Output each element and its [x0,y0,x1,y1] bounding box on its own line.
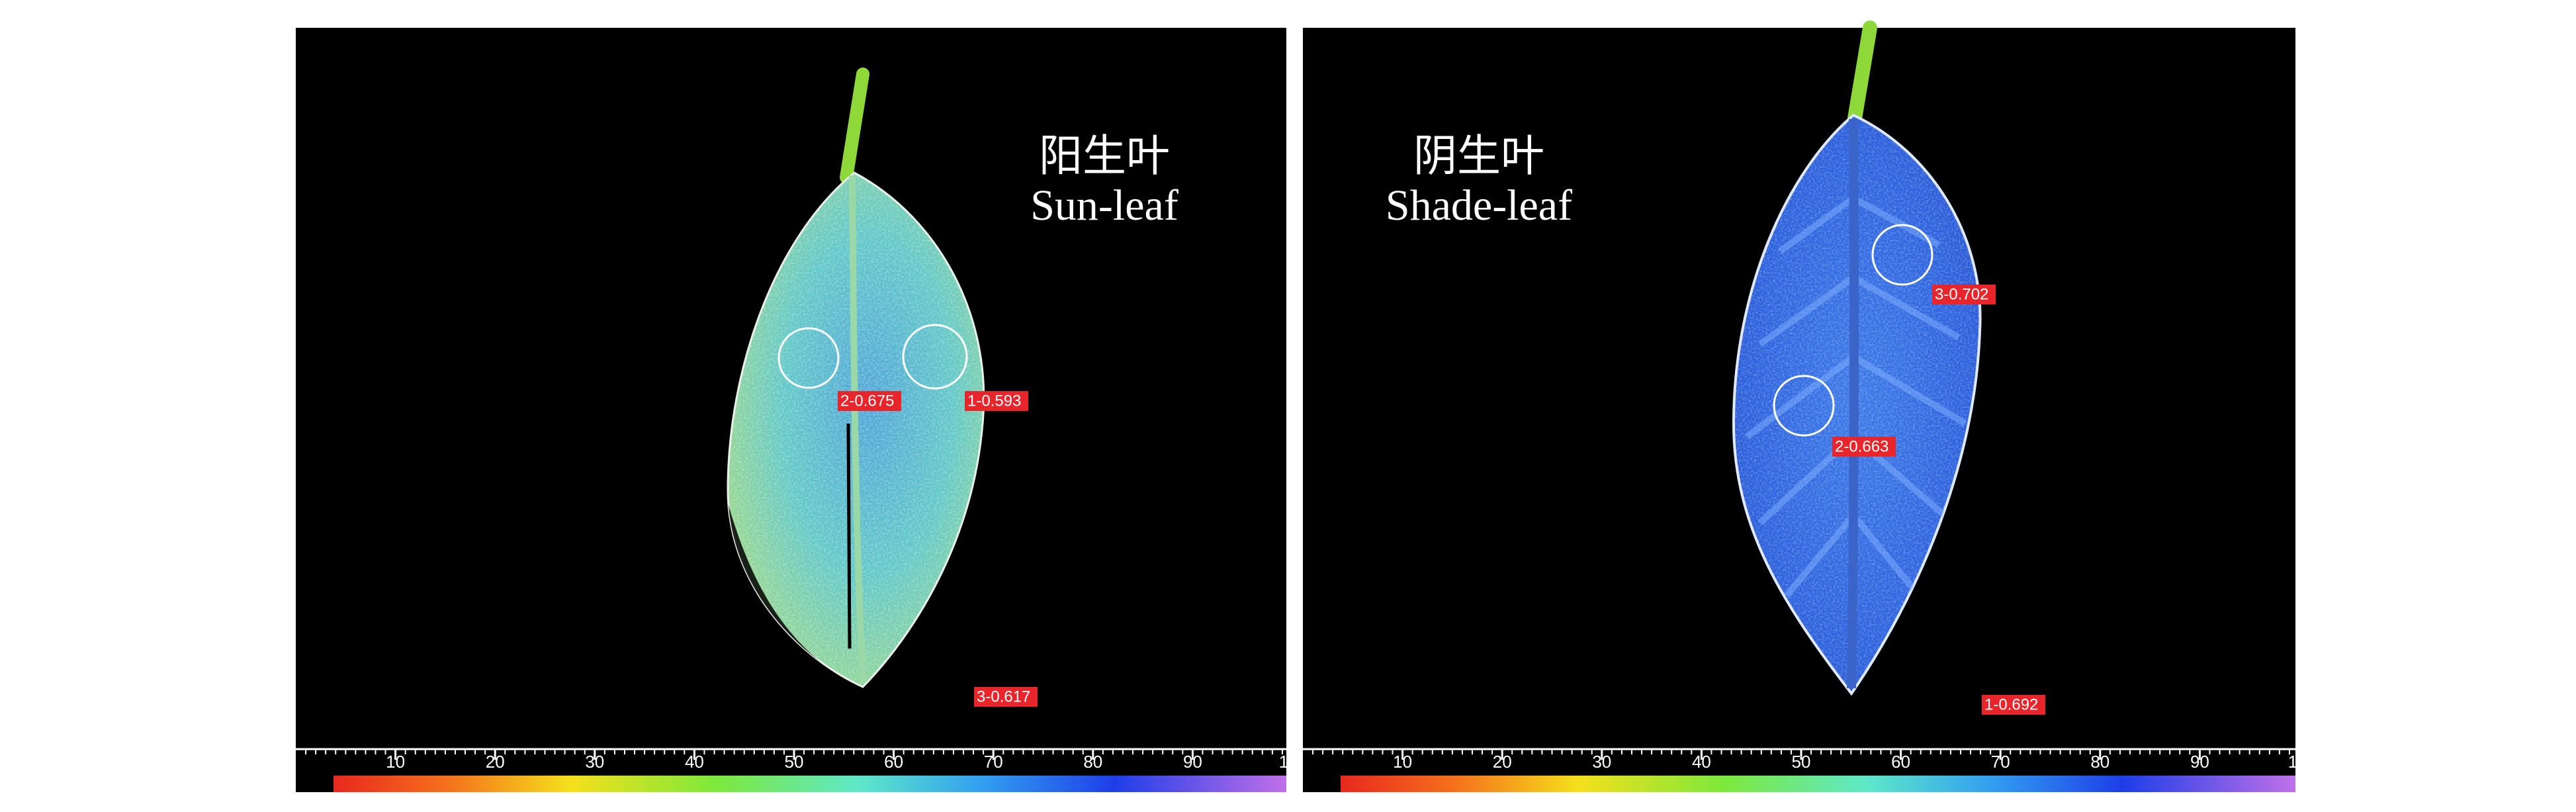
leaf-stem [1847,21,1877,126]
roi-tag: 1-0.593 [967,392,1021,410]
colorbar [333,776,1286,792]
ruler-tick-label: 10 [1393,752,1412,772]
roi-tag: 2-0.675 [840,392,894,410]
ruler-tick-label: 60 [884,752,903,772]
ruler-tick-label: 70 [1991,752,2010,772]
title-cn: 阳生叶 [1039,132,1170,181]
roi-tag-box [1982,695,2045,715]
roi-tag: 3-0.617 [977,688,1030,705]
ruler-tick-label: 90 [1183,752,1202,772]
colorbar-black [296,776,333,792]
ruler-tick-label: 80 [1083,752,1102,772]
ruler-tick-label: 30 [585,752,604,772]
colorbar [1341,776,2295,792]
roi-tag: 2-0.663 [1835,437,1888,455]
roi-circle [1871,224,1933,286]
roi-tag: 1-0.692 [1984,696,2038,713]
title-en: Shade-leaf [1386,181,1572,230]
title-cn: 阴生叶 [1413,132,1544,181]
roi-circle [777,327,840,389]
ruler-tick-label: 60 [1891,752,1910,772]
ruler-tick-label: 20 [486,752,505,772]
roi-tag-box [1932,285,1996,304]
ruler-tick-label: 80 [2090,752,2110,772]
title-en: Sun-leaf [1030,181,1178,230]
ruler-tick-label: 70 [984,752,1003,772]
roi-tag-box [974,687,1038,707]
roi-tag-box [1832,437,1896,457]
ruler-tick-label: 40 [685,752,704,772]
ruler-tick-label: 50 [785,752,804,772]
leaf-stem [840,68,869,184]
leaf-crack [846,423,852,649]
roi-tag-box [838,391,901,411]
ruler-tick-label: 90 [2190,752,2209,772]
roi-circle [1773,375,1835,437]
roi-tag-box [965,391,1028,411]
midrib [849,175,866,682]
ruler-tick-label: 1 [1279,752,1288,772]
ruler-tick-label: 20 [1493,752,1512,772]
roi-tag: 3-0.702 [1935,285,1988,303]
ruler-tick-label: 1 [2288,752,2297,772]
midrib [1847,118,1859,689]
roi-circle [902,324,968,390]
ruler-tick-label: 40 [1692,752,1711,772]
colorbar-black [1303,776,1341,792]
ruler-tick-label: 50 [1792,752,1811,772]
ruler-tick-label: 10 [386,752,405,772]
ruler-tick-label: 30 [1592,752,1611,772]
